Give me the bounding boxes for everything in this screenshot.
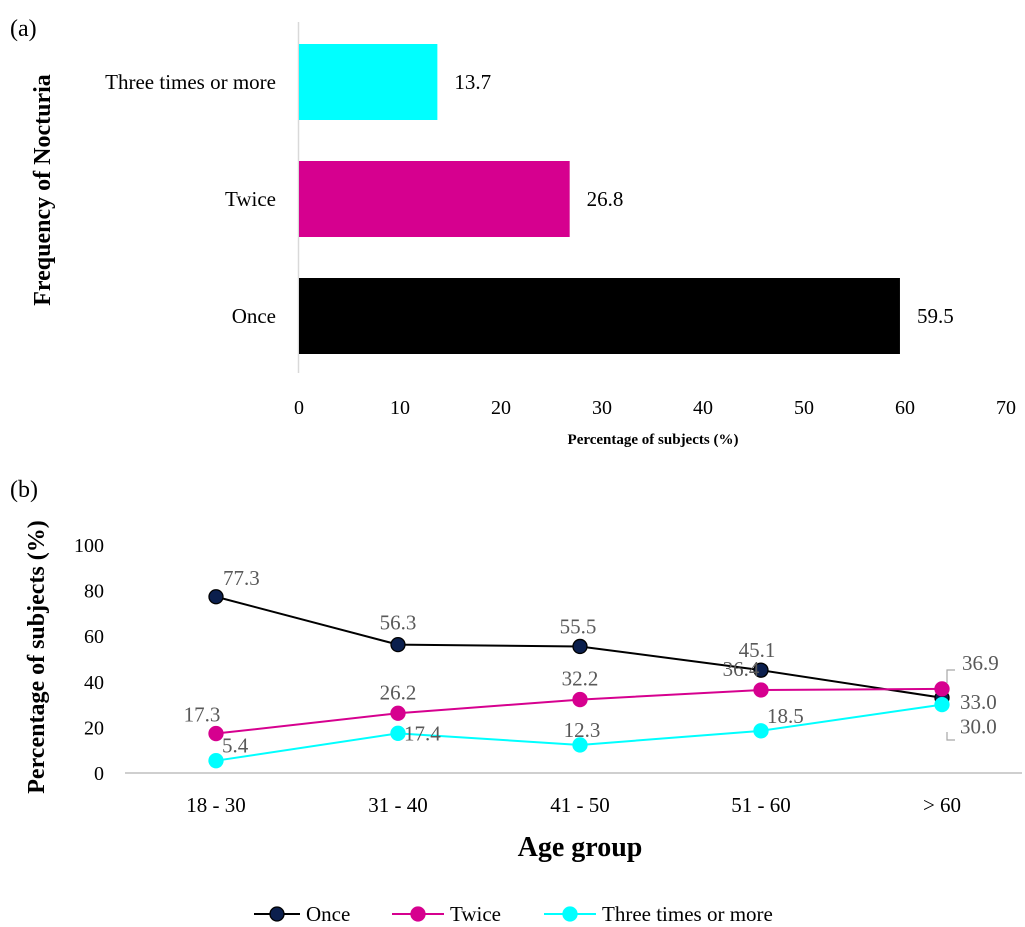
legend-marker	[269, 906, 285, 922]
data-label-twice: 36.9	[962, 651, 999, 675]
data-point-once	[572, 638, 588, 655]
line-chart-x-axis-title: Age group	[518, 832, 643, 863]
data-label-once: 33.0	[960, 690, 997, 714]
legend: Once Twice Three times or more	[254, 902, 773, 926]
data-point-three-times-or-more	[390, 725, 406, 741]
x-tick-label: 30	[592, 397, 612, 419]
legend-label: Twice	[450, 902, 501, 926]
data-label-once: 56.3	[380, 611, 417, 635]
data-label-three-times-or-more: 17.4	[404, 721, 441, 745]
data-point-twice	[934, 681, 950, 697]
data-point-twice	[390, 705, 406, 721]
bar-category-label: Three times or more	[105, 70, 276, 94]
legend-item-twice: Twice	[392, 902, 501, 926]
x-tick-label: 60	[895, 397, 915, 419]
y-tick-label: 80	[84, 581, 104, 603]
data-point-once	[390, 636, 406, 653]
line-chart-x-ticks: 18 - 30 31 - 40 41 - 50 51 - 60 > 60	[186, 793, 961, 817]
y-tick-label: 20	[84, 717, 104, 739]
line-chart-leader-lines	[946, 669, 955, 741]
leader-line-twice	[946, 669, 955, 683]
data-point-three-times-or-more	[934, 696, 950, 713]
legend-item-once: Once	[254, 902, 350, 926]
bar-once	[299, 278, 900, 354]
panel-a-label: (a)	[10, 16, 37, 42]
y-tick-label: 100	[74, 535, 104, 557]
bar-chart-bars: 13.7 Three times or more 26.8 Twice 59.5 Once	[105, 44, 954, 354]
data-point-twice	[753, 682, 769, 698]
legend-marker	[562, 906, 578, 922]
data-label-twice: 36.4	[723, 657, 760, 681]
data-point-three-times-or-more	[753, 723, 769, 739]
line-chart-data-labels: 77.3 56.3 55.5 45.1 33.0 17.3 26.2 32.2 36.4 36.9…	[184, 566, 999, 758]
data-label-twice: 17.3	[184, 703, 221, 727]
legend-marker	[410, 906, 426, 922]
data-label-once: 77.3	[223, 566, 260, 590]
data-point-once	[753, 662, 769, 678]
data-point-twice	[208, 725, 224, 742]
bar-category-label: Once	[232, 304, 276, 328]
panel-b-label: (b)	[10, 477, 38, 503]
data-label-once: 55.5	[560, 614, 597, 638]
bar-three-times-or-more	[299, 44, 438, 120]
x-tick-label: 31 - 40	[368, 793, 428, 817]
data-label-twice: 26.2	[380, 680, 417, 704]
bar-category-label: Twice	[225, 187, 276, 211]
x-tick-label: 10	[390, 397, 410, 419]
x-tick-label: > 60	[923, 793, 961, 817]
data-label-three-times-or-more: 5.4	[222, 734, 249, 758]
bar-chart-y-axis-title: Frequency of Nocturia	[30, 74, 56, 306]
x-tick-label: 0	[294, 397, 304, 419]
x-tick-label: 70	[996, 397, 1016, 419]
data-label-once: 45.1	[739, 638, 776, 662]
data-point-twice	[572, 691, 588, 708]
x-tick-label: 51 - 60	[731, 793, 791, 817]
bar-chart-x-axis-title: Percentage of subjects (%)	[568, 432, 739, 448]
x-tick-label: 50	[794, 397, 814, 419]
leader-line-three-times	[946, 732, 955, 741]
legend-label: Once	[306, 902, 350, 926]
y-tick-label: 0	[94, 763, 104, 785]
data-label-three-times-or-more: 18.5	[767, 704, 804, 728]
x-tick-label: 20	[491, 397, 511, 419]
x-tick-label: 41 - 50	[550, 793, 610, 817]
data-point-once	[208, 589, 224, 605]
bar-twice	[299, 161, 570, 237]
line-chart-series	[208, 589, 950, 769]
x-tick-label: 18 - 30	[186, 793, 246, 817]
line-chart-y-axis-title: Percentage of subjects (%)	[24, 520, 50, 793]
bar-value-label: 26.8	[587, 187, 624, 211]
line-chart: 0 20 40 60 80 100 18 - 30 31 - 40 41 - 50 51 - 6…	[24, 520, 1022, 926]
data-point-three-times-or-more	[208, 753, 224, 769]
data-label-three-times-or-more: 12.3	[564, 718, 601, 742]
data-point-three-times-or-more	[572, 737, 588, 753]
y-tick-label: 60	[84, 626, 104, 648]
x-tick-label: 40	[693, 397, 713, 419]
bar-chart-x-ticks: 0 10 20 30 40 50 60 70	[294, 397, 1016, 419]
bar-chart: 13.7 Three times or more 26.8 Twice 59.5 Once…	[30, 22, 1016, 448]
bar-value-label: 13.7	[454, 70, 491, 94]
data-label-twice: 32.2	[562, 667, 599, 691]
data-label-three-times-or-more: 30.0	[960, 715, 997, 739]
bar-value-label: 59.5	[917, 304, 954, 328]
y-tick-label: 40	[84, 672, 104, 694]
legend-label: Three times or more	[602, 902, 773, 926]
line-chart-y-ticks: 0 20 40 60 80 100	[74, 535, 104, 785]
legend-item-three-times-or-more: Three times or more	[544, 902, 773, 926]
